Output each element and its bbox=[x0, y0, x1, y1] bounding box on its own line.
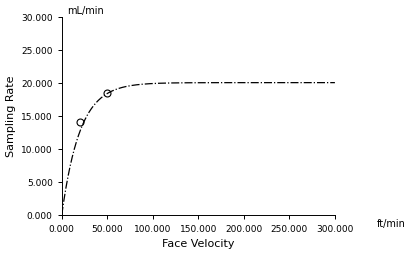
Text: ft/min: ft/min bbox=[376, 218, 405, 228]
Y-axis label: Sampling Rate: Sampling Rate bbox=[6, 76, 16, 157]
Text: mL/min: mL/min bbox=[67, 6, 104, 15]
X-axis label: Face Velocity: Face Velocity bbox=[162, 239, 235, 248]
